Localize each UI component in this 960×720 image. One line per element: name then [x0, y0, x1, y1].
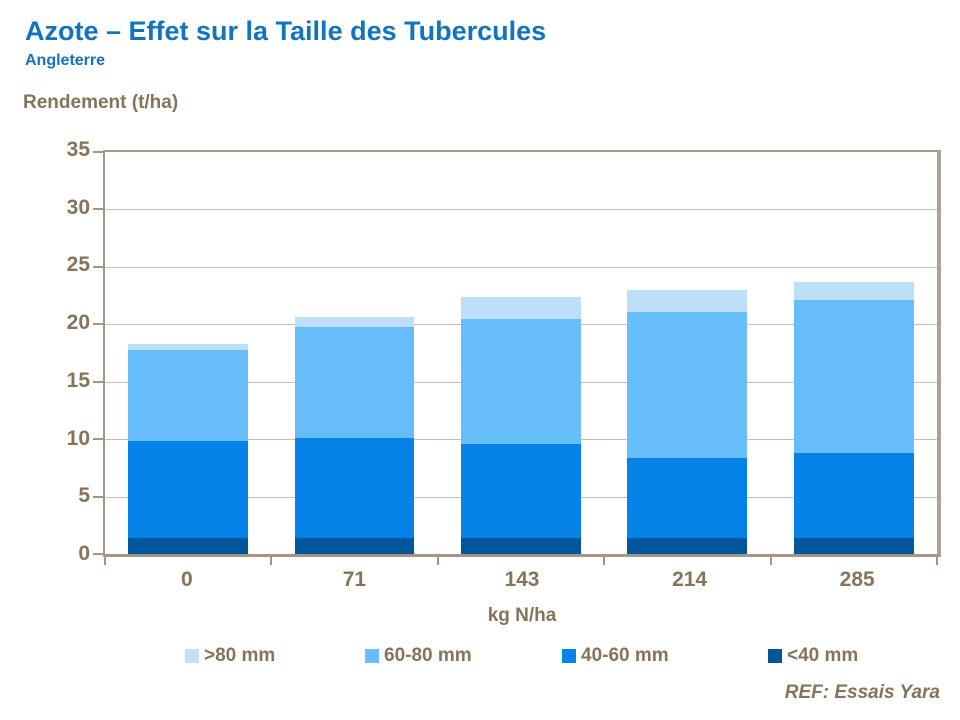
- bar-segment-285-<40mm: [793, 537, 914, 554]
- x-tick-label-143: 143: [504, 568, 540, 591]
- y-tick-label-5: 5: [78, 484, 90, 508]
- legend-label: 40-60 mm: [581, 645, 669, 666]
- bar-segment-0-40-60mm: [128, 441, 249, 538]
- x-axis-tick-labels: 0 71 143 214 285: [103, 568, 941, 594]
- bar-segment-143-<40mm: [461, 537, 581, 554]
- stacked-bar-143: [461, 152, 581, 554]
- legend-swatch-icon: [365, 649, 379, 663]
- legend-label: 60-80 mm: [384, 645, 472, 666]
- bar-segment-214-60-80mm: [627, 311, 748, 458]
- x-tick-label-285: 285: [839, 568, 875, 591]
- y-tick-label-0: 0: [78, 542, 90, 565]
- x-tick: [603, 557, 606, 565]
- x-tick-label-214: 214: [672, 568, 708, 591]
- legend-swatch-icon: [185, 649, 199, 663]
- bar-segment-143->80mm: [461, 296, 581, 319]
- bar-segment-214->80mm: [627, 289, 748, 312]
- reference-text: REF: Essais Yara: [784, 682, 940, 703]
- bar-segment-0-<40mm: [128, 537, 249, 554]
- bar-segment-143-40-60mm: [461, 443, 581, 538]
- bar-segment-285->80mm: [793, 281, 914, 301]
- bar-slot-143: [438, 152, 604, 554]
- slide-title: Azote – Effet sur la Taille des Tubercul…: [25, 16, 547, 46]
- bar-segment-214-<40mm: [627, 537, 748, 554]
- bar-segment-71-<40mm: [294, 537, 415, 554]
- y-tick-label-35: 35: [66, 138, 90, 161]
- bar-slot-71: [271, 152, 437, 554]
- legend-item-40-60mm: 40-60 mm: [562, 645, 669, 667]
- x-tick-label-71: 71: [342, 568, 367, 591]
- bar-slot-214: [604, 152, 770, 554]
- gridline-25: [105, 266, 937, 268]
- y-tick: [93, 323, 103, 326]
- x-tick: [270, 557, 273, 565]
- stacked-bar-285: [793, 152, 914, 554]
- slide-subtitle: Angleterre: [25, 52, 106, 69]
- bar-segment-285-60-80mm: [793, 300, 914, 453]
- legend-item-60-80mm: 60-80 mm: [365, 645, 472, 667]
- x-tick: [104, 557, 106, 565]
- legend-swatch-icon: [562, 649, 576, 663]
- x-tick: [769, 557, 772, 565]
- y-tick-label-10: 10: [66, 426, 90, 450]
- legend: >80 mm 60-80 mm 40-60 mm <40 mm: [0, 645, 960, 667]
- x-tick-label-0: 0: [180, 568, 193, 591]
- bar-segment-143-60-80mm: [461, 318, 581, 444]
- y-axis-tick-labels: 0 5 10 15 20 25 30 35: [0, 138, 90, 565]
- gridline-30: [105, 209, 937, 211]
- bar-segment-71->80mm: [294, 317, 415, 327]
- stacked-bar-214: [627, 152, 748, 554]
- y-tick-label-25: 25: [66, 253, 90, 277]
- bar-segment-285-40-60mm: [793, 452, 914, 538]
- y-tick-label-30: 30: [66, 195, 90, 219]
- x-tick: [436, 557, 439, 565]
- bar-slot-285: [771, 152, 937, 554]
- bar-segment-214-40-60mm: [627, 457, 748, 538]
- legend-label: >80 mm: [204, 645, 276, 666]
- y-tick-label-20: 20: [66, 311, 90, 335]
- y-tick: [93, 553, 103, 555]
- bar-segment-71-40-60mm: [294, 438, 415, 538]
- y-tick-label-15: 15: [66, 368, 90, 392]
- bar-slot-0: [105, 152, 271, 554]
- stacked-bar-71: [294, 152, 415, 554]
- y-tick: [93, 495, 103, 498]
- y-tick: [93, 380, 103, 383]
- legend-label: <40 mm: [787, 645, 859, 666]
- bar-segment-71-60-80mm: [294, 326, 415, 438]
- y-tick: [93, 151, 103, 153]
- y-tick: [93, 438, 103, 441]
- x-axis-title: kg N/ha: [487, 605, 557, 626]
- y-tick: [93, 208, 103, 211]
- stacked-bar-0: [128, 152, 249, 554]
- plot-area: [93, 150, 941, 565]
- y-axis-title: Rendement (t/ha): [23, 92, 179, 113]
- legend-swatch-icon: [768, 649, 782, 663]
- x-tick: [936, 557, 938, 565]
- bar-segment-0->80mm: [128, 343, 249, 350]
- legend-item-<40mm: <40 mm: [768, 645, 858, 667]
- bar-segment-0-60-80mm: [128, 349, 249, 442]
- y-tick: [93, 265, 103, 268]
- legend-item->80mm: >80 mm: [185, 645, 275, 667]
